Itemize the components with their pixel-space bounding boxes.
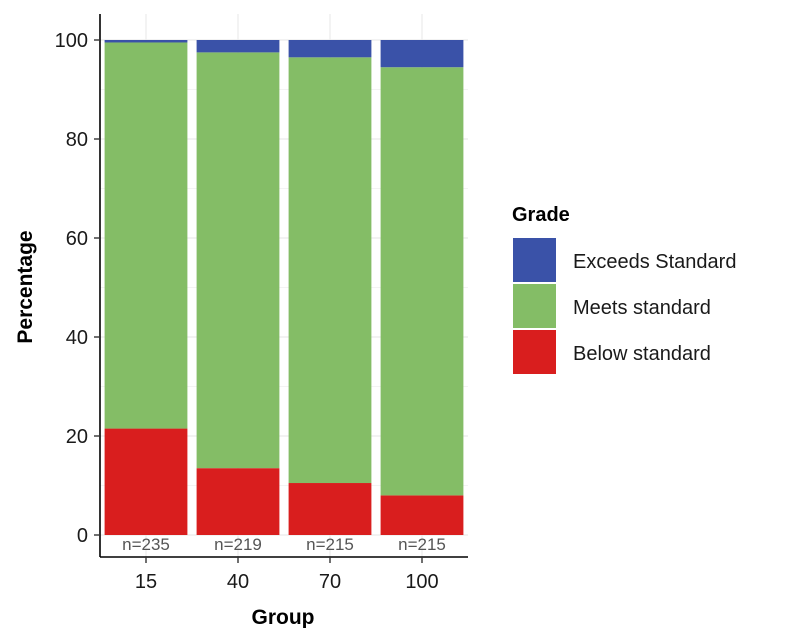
bar-segment-meets-standard <box>104 42 188 429</box>
x-tick-label: 15 <box>135 571 157 593</box>
legend-swatch <box>513 284 556 328</box>
bar-segment-exceeds-standard <box>196 40 280 53</box>
legend-swatch <box>513 330 556 374</box>
y-tick-label: 20 <box>66 426 88 448</box>
bar-segment-exceeds-standard <box>380 40 464 68</box>
bar-segment-meets-standard <box>380 67 464 496</box>
y-tick-label: 80 <box>66 129 88 151</box>
legend: Grade Exceeds Standard Meets standard Belo… <box>512 204 736 374</box>
n-label: n=219 <box>214 535 262 554</box>
x-axis-title: Group <box>252 606 315 628</box>
y-tick-labels: 0 20 40 60 80 100 <box>55 30 88 547</box>
n-label: n=215 <box>306 535 354 554</box>
x-tick-label: 100 <box>405 571 438 593</box>
y-tick-label: 100 <box>55 30 88 52</box>
n-labels: n=235 n=219 n=215 n=215 <box>122 535 446 554</box>
legend-label: Exceeds Standard <box>573 251 736 273</box>
bars <box>104 40 464 535</box>
x-tick-label: 40 <box>227 571 249 593</box>
x-tick-labels: 15 40 70 100 <box>135 571 439 593</box>
legend-label: Meets standard <box>573 297 711 319</box>
legend-swatch <box>513 238 556 282</box>
axes <box>94 14 468 563</box>
n-label: n=235 <box>122 535 170 554</box>
bar-segment-meets-standard <box>196 52 280 469</box>
bar-segment-exceeds-standard <box>104 40 188 43</box>
legend-title: Grade <box>512 204 570 226</box>
bar-segment-exceeds-standard <box>288 40 372 58</box>
bar-segment-below-standard <box>380 495 464 535</box>
x-tick-label: 70 <box>319 571 341 593</box>
n-label: n=215 <box>398 535 446 554</box>
bar-segment-below-standard <box>288 483 372 535</box>
y-tick-label: 0 <box>77 525 88 547</box>
y-tick-label: 60 <box>66 228 88 250</box>
bar-segment-meets-standard <box>288 57 372 484</box>
legend-label: Below standard <box>573 343 711 365</box>
bar-segment-below-standard <box>104 428 188 535</box>
y-tick-label: 40 <box>66 327 88 349</box>
y-axis-title: Percentage <box>14 230 37 343</box>
bar-segment-below-standard <box>196 468 280 535</box>
